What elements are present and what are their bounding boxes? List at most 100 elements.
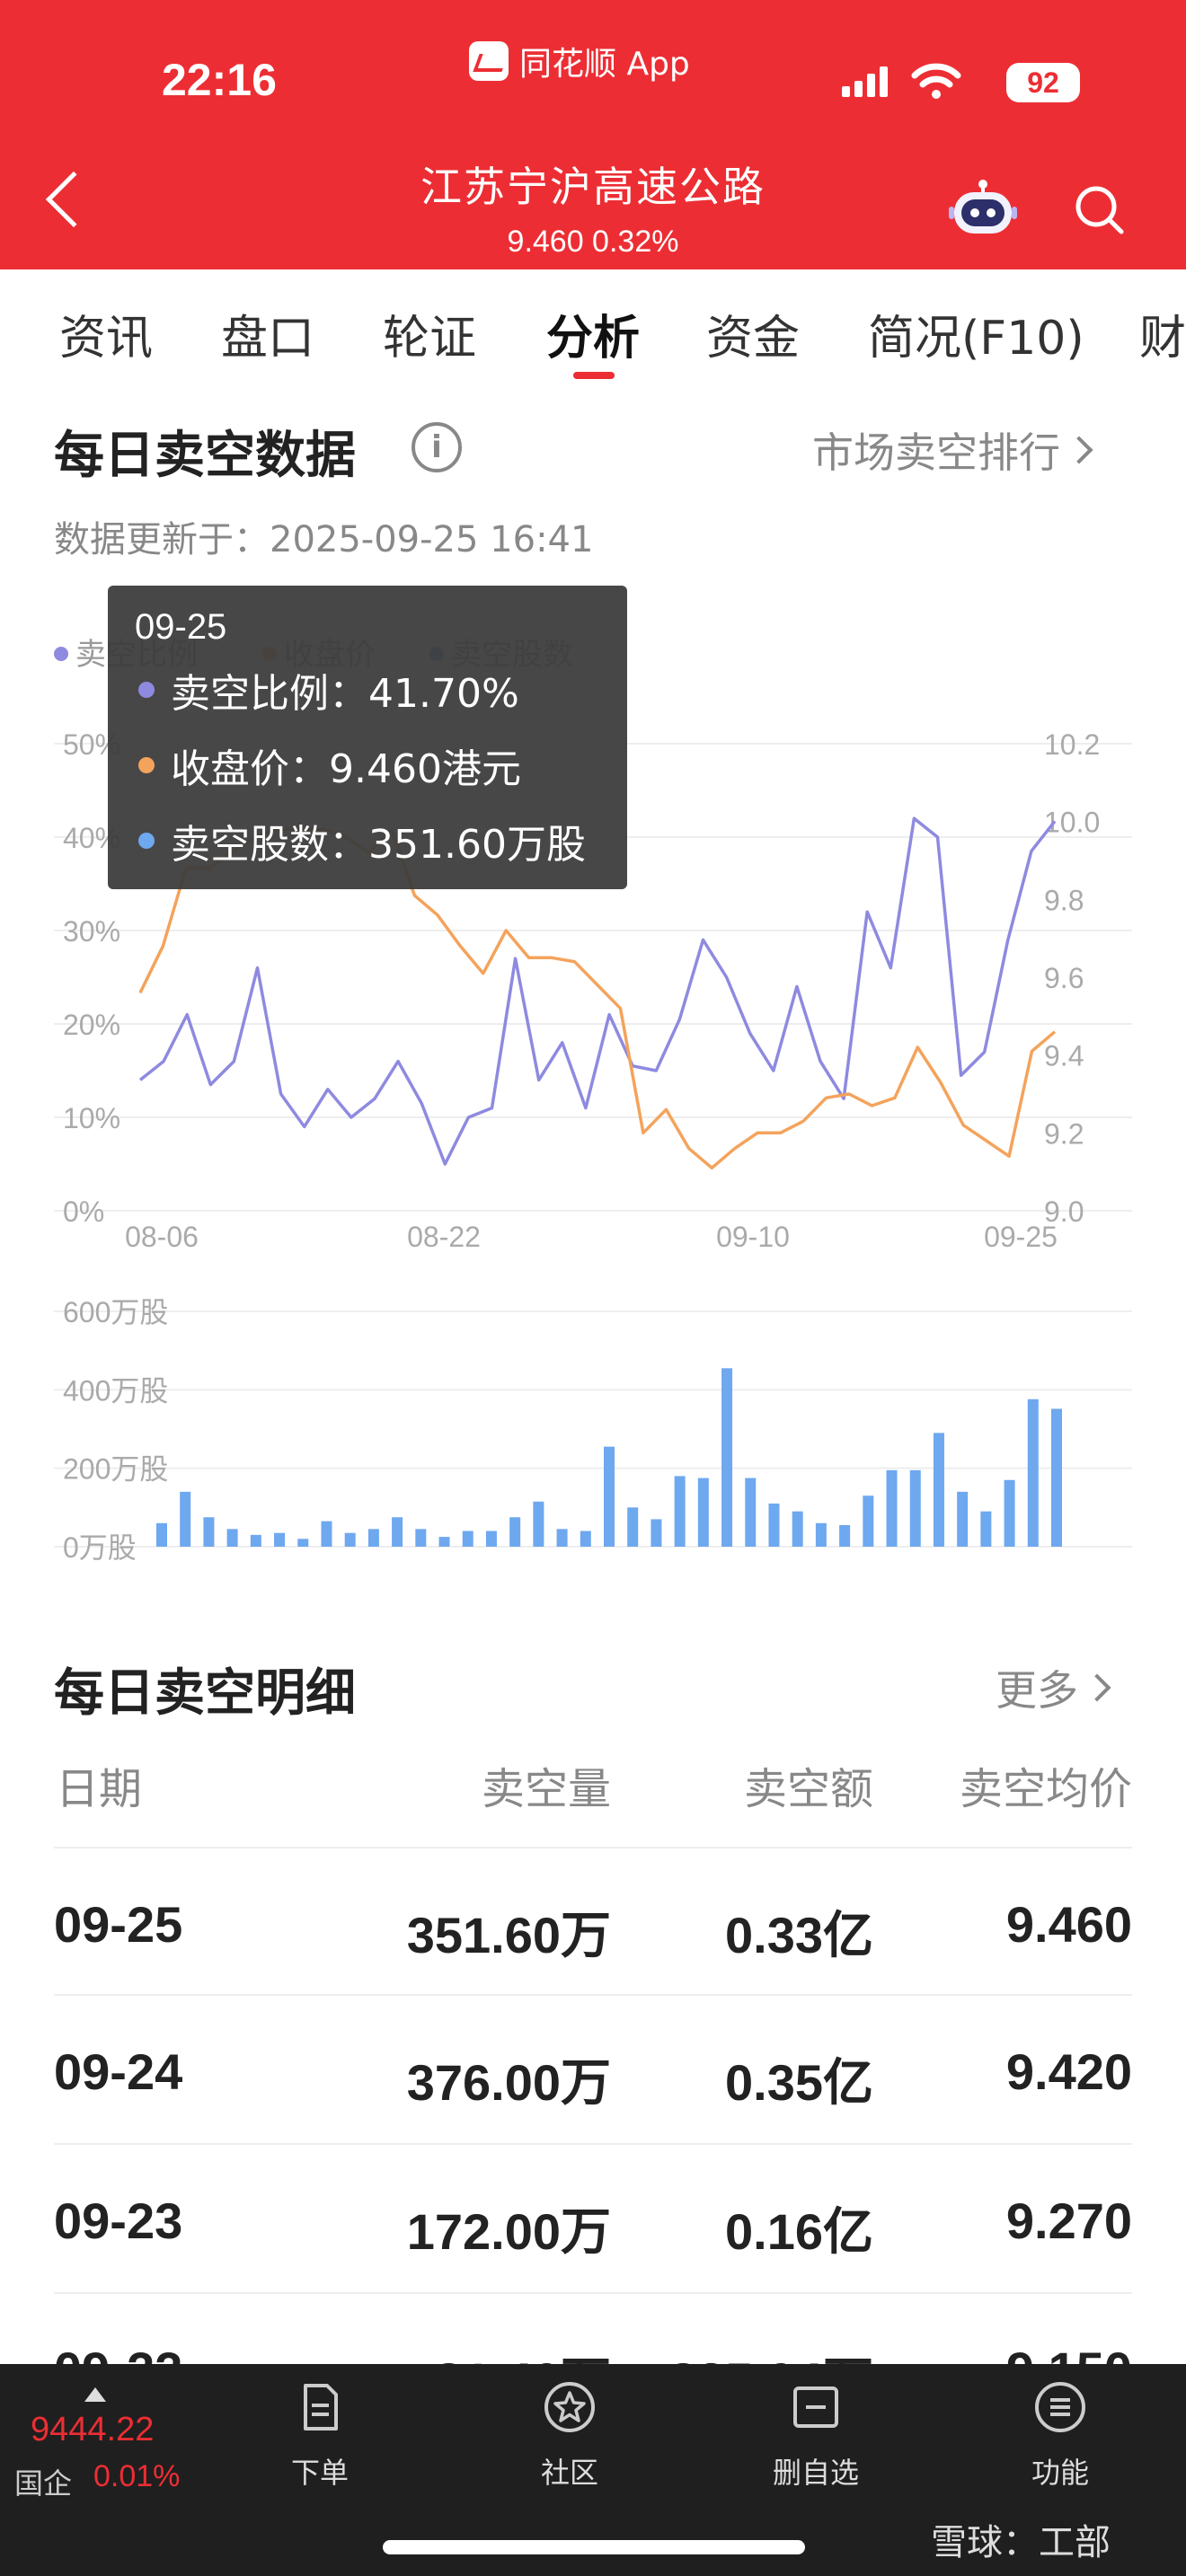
tooltip-row-short-ratio: 卖空比例：41.70% (138, 661, 519, 719)
y-left-tick: 0% (63, 1195, 104, 1228)
chevron-right-icon (1065, 436, 1093, 464)
series-line-short-ratio (138, 816, 1057, 1166)
home-indicator[interactable] (383, 2540, 805, 2554)
tab-profile-f10[interactable]: 简况(F10) (868, 312, 1084, 366)
nav-community[interactable]: 社区 (498, 2380, 642, 2492)
cell-date: 09-24 (54, 2043, 183, 2100)
update-time: 数据更新于：2025-09-25 16:41 (54, 519, 594, 560)
app-tag: 同花顺 App (469, 38, 690, 84)
nav-functions[interactable]: 功能 (988, 2380, 1132, 2492)
cell-date: 09-25 (54, 1896, 183, 1953)
battery-indicator: 92 (1006, 63, 1080, 102)
table-row[interactable]: 09-24 376.00万 0.35亿 9.420 (54, 1996, 1132, 2145)
bar (580, 1531, 591, 1547)
y-right-tick: 10.2 (1044, 728, 1100, 761)
cell-short-amount: 0.33亿 (725, 1907, 873, 1963)
bar (297, 1539, 309, 1547)
bar (180, 1491, 191, 1547)
bar (533, 1501, 544, 1547)
bar (604, 1446, 615, 1547)
bar (674, 1476, 686, 1547)
bar-y-tick: 200万股 (63, 1453, 168, 1486)
bar-y-tick: 0万股 (63, 1531, 137, 1563)
stock-price: 9.460 0.32% (507, 225, 679, 259)
bar (815, 1522, 827, 1547)
bar (556, 1529, 568, 1547)
y-left-tick: 30% (63, 915, 120, 948)
table-row[interactable]: 09-25 351.60万 0.33亿 9.460 (54, 1847, 1132, 1996)
bar (768, 1503, 780, 1547)
market-short-ranking-link[interactable]: 市场卖空排行 (812, 420, 1093, 480)
column-short-avg-price: 卖空均价 (959, 1764, 1132, 1814)
y-right-tick: 9.0 (1044, 1195, 1084, 1228)
bar (415, 1529, 427, 1547)
tab-warrants[interactable]: 轮证 (383, 312, 477, 366)
bar (1027, 1398, 1039, 1547)
tooltip-short-shares: 卖空股数：351.60万股 (171, 822, 586, 868)
menu-circle-icon (1035, 2382, 1085, 2432)
tab-analysis[interactable]: 分析 (546, 312, 641, 366)
chart-tooltip: 09-25 卖空比例：41.70% 收盘价：9.460港元 卖空股数：351.6… (108, 586, 627, 889)
index-change: 0.01% (93, 2459, 181, 2493)
bar (367, 1529, 379, 1547)
tooltip-date: 09-25 (135, 607, 227, 647)
cell-short-amount: 0.35亿 (725, 2054, 873, 2111)
nav-place-order[interactable]: 下单 (248, 2380, 392, 2492)
bar (156, 1522, 167, 1547)
legend-dot (54, 647, 68, 661)
short-ratio-dot-icon (138, 682, 155, 698)
nav-label: 功能 (1031, 2456, 1089, 2490)
bar (462, 1531, 474, 1547)
cell-short-volume: 376.00万 (406, 2054, 611, 2111)
tab-quotes[interactable]: 盘口 (221, 312, 315, 366)
bar (438, 1537, 450, 1547)
robot-assistant-icon[interactable] (949, 180, 1017, 237)
table-row[interactable]: 09-23 172.00万 0.16亿 9.270 (54, 2145, 1132, 2294)
cell-short-avg-price: 9.460 (1005, 1896, 1132, 1953)
x-tick: 09-10 (716, 1221, 790, 1253)
column-short-amount: 卖空额 (743, 1764, 873, 1814)
cell-short-avg-price: 9.270 (1005, 2192, 1132, 2249)
cellular-signal-icon (842, 66, 888, 97)
bar-y-tick: 600万股 (63, 1296, 168, 1328)
nav-label: 社区 (540, 2456, 598, 2490)
index-value[interactable]: 9444.22 (31, 2411, 155, 2448)
order-document-icon (304, 2384, 338, 2430)
ranking-link-label: 市场卖空排行 (812, 428, 1060, 477)
bar (792, 1511, 803, 1547)
tab-financials[interactable]: 财 (1139, 312, 1186, 366)
tab-capital[interactable]: 资金 (706, 312, 801, 366)
close-price-dot-icon (138, 757, 155, 773)
bar (627, 1507, 639, 1547)
y-right-tick: 9.6 (1044, 962, 1084, 994)
info-icon[interactable]: i (412, 422, 462, 472)
search-icon[interactable] (1073, 183, 1127, 237)
chevron-right-icon (1083, 1673, 1111, 1702)
y-left-tick: 20% (63, 1009, 120, 1041)
app-name: 同花顺 App (519, 46, 690, 83)
y-right-tick: 9.8 (1044, 884, 1084, 916)
community-star-icon (544, 2382, 595, 2432)
bar (203, 1517, 215, 1547)
cell-date: 09-23 (54, 2192, 183, 2249)
bar (321, 1521, 332, 1547)
cell-short-volume: 172.00万 (406, 2203, 611, 2260)
bar (980, 1511, 992, 1547)
bar (721, 1368, 733, 1547)
y-right-tick: 9.4 (1044, 1040, 1084, 1072)
nav-label: 删自选 (772, 2456, 859, 2490)
status-time: 22:16 (162, 55, 277, 105)
bar (909, 1469, 921, 1547)
bar-y-tick: 400万股 (63, 1374, 168, 1407)
bar (274, 1532, 286, 1547)
more-link[interactable]: 更多 (996, 1658, 1111, 1717)
cell-short-avg-price: 9.420 (1005, 2043, 1132, 2100)
bar (344, 1532, 356, 1547)
bar (933, 1433, 944, 1547)
bar (651, 1519, 662, 1547)
tab-news[interactable]: 资讯 (59, 312, 154, 366)
y-left-tick: 10% (63, 1102, 120, 1134)
bar (839, 1524, 851, 1547)
short-details-title: 每日卖空明细 (54, 1664, 356, 1723)
nav-remove-watchlist[interactable]: 删自选 (744, 2380, 888, 2492)
